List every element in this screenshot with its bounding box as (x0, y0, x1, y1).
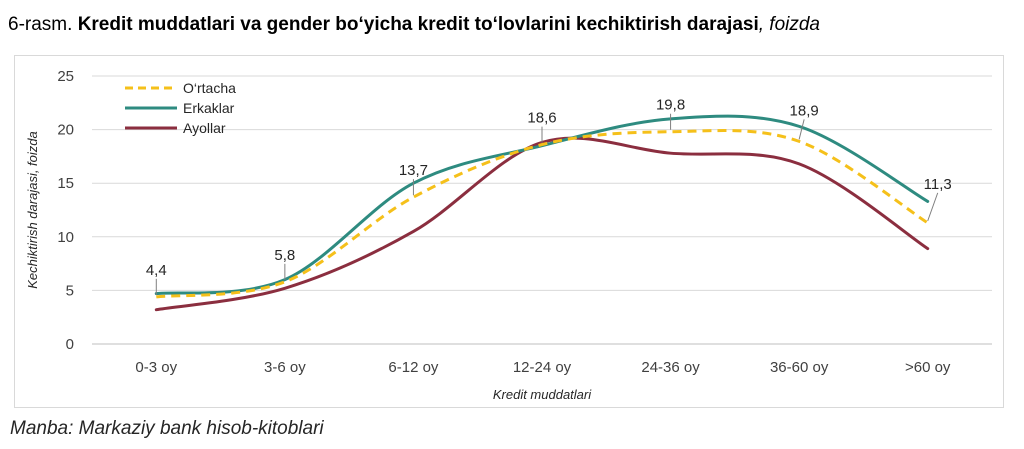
data-label: 13,7 (399, 162, 428, 179)
x-tick-label: 12-24 oy (513, 359, 572, 376)
data-label: 5,8 (274, 247, 295, 264)
data-label: 4,4 (146, 262, 167, 279)
legend-label-ortacha: O‘rtacha (183, 80, 236, 96)
data-label: 18,6 (527, 110, 556, 127)
chart-title: 6-rasm. Kredit muddatlari va gender bo‘y… (8, 14, 820, 36)
y-tick-label: 15 (57, 175, 74, 192)
y-axis-title: Kechiktirish darajasi, foizda (25, 131, 40, 289)
legend-label-ayollar: Ayollar (183, 120, 226, 136)
title-main: Kredit muddatlari va gender bo‘yicha kre… (77, 14, 759, 35)
x-tick-label: 3-6 oy (264, 359, 306, 376)
title-prefix: 6-rasm. (8, 14, 73, 35)
x-axis-title: Kredit muddatlari (493, 387, 592, 402)
data-label-leader (927, 192, 939, 222)
y-tick-label: 0 (66, 336, 74, 353)
title-suffix: , foizda (758, 14, 820, 35)
source-note: Manba: Markaziy bank hisob-kitoblari (10, 418, 324, 439)
x-tick-label: 0-3 oy (135, 359, 177, 376)
series-line-ortacha (156, 129, 929, 299)
chart-frame (14, 55, 1004, 408)
data-label: 11,3 (924, 176, 952, 193)
data-label: 19,8 (656, 97, 685, 114)
data-label-leader (798, 119, 805, 140)
legend-label-erkaklar: Erkaklar (183, 100, 235, 116)
x-tick-label: 6-12 oy (388, 359, 439, 376)
x-tick-label: 24-36 oy (641, 359, 700, 376)
y-tick-label: 25 (57, 68, 74, 85)
x-tick-label: >60 oy (905, 359, 951, 376)
y-tick-label: 10 (57, 229, 74, 246)
x-tick-label: 36-60 oy (770, 359, 829, 376)
y-tick-label: 5 (66, 282, 74, 299)
y-tick-label: 20 (57, 122, 74, 139)
data-label: 18,9 (790, 102, 819, 119)
